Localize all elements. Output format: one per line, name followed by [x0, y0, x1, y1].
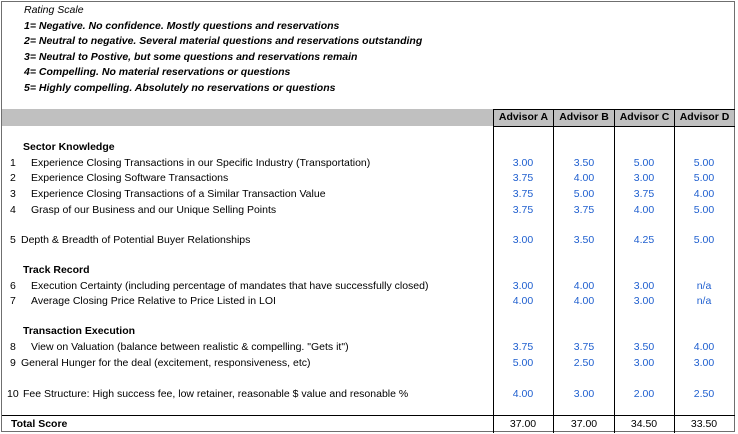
- total-score-advisor-c: 34.50: [630, 418, 658, 430]
- row-value: 2.50: [693, 388, 715, 400]
- row-value: 3.00: [512, 280, 534, 292]
- row-label: Experience Closing Transactions in our S…: [31, 157, 371, 169]
- row-value: 3.75: [633, 188, 655, 200]
- row-number: 7: [10, 295, 16, 307]
- row-value: 3.00: [512, 234, 534, 246]
- rating-scale-item-3: 3= Neutral to Postive, but some question…: [24, 50, 358, 63]
- row-value: 3.75: [512, 341, 534, 353]
- row-label: Fee Structure: High success fee, low ret…: [23, 388, 409, 400]
- section-sector-knowledge: Sector Knowledge: [23, 141, 115, 153]
- row-label: Experience Closing Transactions of a Sim…: [31, 188, 326, 200]
- row-value: 3.75: [512, 172, 534, 184]
- total-score-advisor-a: 37.00: [509, 418, 537, 430]
- rating-scale-item-1: 1= Negative. No confidence. Mostly quest…: [24, 19, 340, 32]
- total-score-advisor-d: 33.50: [690, 418, 718, 430]
- row-value: 3.00: [633, 172, 655, 184]
- total-score-label: Total Score: [11, 418, 68, 430]
- row-value: 5.00: [693, 157, 715, 169]
- row-number: 8: [10, 341, 16, 353]
- rating-scale-item-2: 2= Neutral to negative. Several material…: [24, 35, 423, 48]
- row-number: 10: [7, 388, 19, 400]
- column-header-advisor-b: Advisor B: [559, 111, 609, 123]
- table-header-band: [2, 109, 734, 126]
- row-value: 3.50: [573, 157, 595, 169]
- row-value: 2.00: [633, 388, 655, 400]
- row-number: 4: [10, 204, 16, 216]
- row-value: 4.00: [573, 280, 595, 292]
- total-top-border: [2, 415, 735, 416]
- row-value: 5.00: [512, 357, 534, 369]
- row-value: 4.00: [512, 388, 534, 400]
- rating-scale-title: Rating Scale: [24, 4, 84, 16]
- column-header-advisor-c: Advisor C: [619, 111, 670, 123]
- column-divider: [553, 109, 554, 433]
- row-value: 3.75: [573, 204, 595, 216]
- row-value: 4.00: [633, 204, 655, 216]
- total-score-advisor-b: 37.00: [570, 418, 598, 430]
- column-divider: [614, 109, 615, 433]
- row-number: 1: [10, 157, 16, 169]
- rating-scale-item-5: 5= Highly compelling. Absolutely no rese…: [24, 81, 336, 94]
- row-label: Experience Closing Software Transactions: [31, 172, 229, 184]
- column-divider: [674, 109, 675, 433]
- row-value: 5.00: [633, 157, 655, 169]
- row-number: 9: [10, 357, 16, 369]
- header-top-border: [493, 109, 735, 110]
- row-value: 3.00: [512, 157, 534, 169]
- row-number: 2: [10, 172, 16, 184]
- rating-scale-item-4: 4= Compelling. No material reservations …: [24, 66, 291, 79]
- row-value: 4.00: [573, 295, 595, 307]
- row-number: 6: [10, 280, 16, 292]
- row-value: 3.00: [573, 388, 595, 400]
- row-value: 4.00: [573, 172, 595, 184]
- row-label: Average Closing Price Relative to Price …: [31, 295, 276, 307]
- column-divider: [493, 109, 494, 433]
- row-label: Depth & Breadth of Potential Buyer Relat…: [21, 234, 251, 246]
- row-value: 2.50: [573, 357, 595, 369]
- row-value: 4.00: [693, 341, 715, 353]
- row-value: 5.00: [693, 204, 715, 216]
- row-value: 5.00: [693, 172, 715, 184]
- row-number: 3: [10, 188, 16, 200]
- row-value: 3.50: [573, 234, 595, 246]
- row-label: Grasp of our Business and our Unique Sel…: [31, 204, 277, 216]
- row-value: 3.00: [693, 357, 715, 369]
- row-value: 3.75: [512, 188, 534, 200]
- row-label: Execution Certainty (including percentag…: [31, 280, 429, 292]
- row-value: 5.00: [693, 234, 715, 246]
- header-bottom-border: [493, 126, 735, 127]
- row-value: 4.25: [633, 234, 655, 246]
- section-transaction-execution: Transaction Execution: [23, 325, 136, 337]
- row-value: 3.00: [633, 357, 655, 369]
- row-value: 4.00: [693, 188, 715, 200]
- rating-scale: Rating Scale 1= Negative. No confidence.…: [24, 3, 422, 97]
- row-value: n/a: [696, 280, 712, 292]
- row-value: 3.75: [512, 204, 534, 216]
- row-label: General Hunger for the deal (excitement,…: [21, 357, 311, 369]
- column-header-advisor-d: Advisor D: [679, 111, 730, 123]
- row-value: 3.75: [573, 341, 595, 353]
- section-track-record: Track Record: [23, 264, 90, 276]
- row-value: 4.00: [512, 295, 534, 307]
- row-value: 5.00: [573, 188, 595, 200]
- row-value: 3.50: [633, 341, 655, 353]
- row-value: 3.00: [633, 280, 655, 292]
- row-number: 5: [10, 234, 16, 246]
- column-header-advisor-a: Advisor A: [498, 111, 549, 123]
- row-value: n/a: [696, 295, 712, 307]
- row-label: View on Valuation (balance between reali…: [31, 341, 349, 353]
- row-value: 3.00: [633, 295, 655, 307]
